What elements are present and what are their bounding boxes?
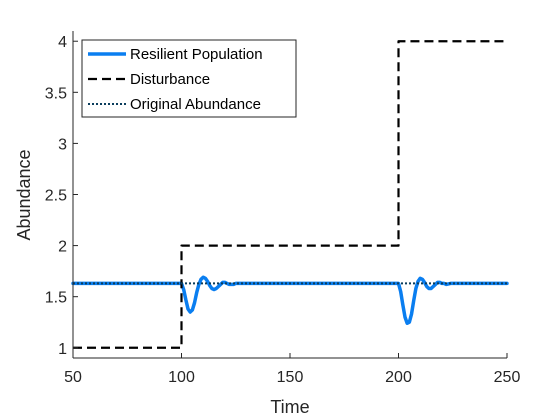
legend-label-disturbance: Disturbance — [130, 71, 210, 88]
series-line-resilient-population — [71, 275, 509, 326]
x-axis-label: Time — [270, 397, 309, 417]
y-tick-label: 3 — [58, 136, 67, 153]
y-tick-label: 1.5 — [45, 290, 67, 307]
series-line-disturbance — [73, 40, 507, 349]
series-layer — [71, 40, 509, 349]
x-tick-label: 200 — [385, 369, 412, 386]
y-tick-label: 2 — [58, 239, 67, 256]
y-tick-label: 4 — [58, 34, 67, 51]
y-tick-label: 3.5 — [45, 85, 67, 102]
y-tick-label: 1 — [58, 341, 67, 358]
y-axis-label: Abundance — [14, 149, 34, 240]
x-tick-label: 100 — [168, 369, 195, 386]
x-tick-label: 50 — [64, 369, 82, 386]
legend-label-resilient-population: Resilient Population — [130, 46, 263, 63]
y-tick-label: 2.5 — [45, 188, 67, 205]
x-tick-label: 150 — [277, 369, 304, 386]
x-tick-label: 250 — [494, 369, 521, 386]
legend: Resilient Population Disturbance Original … — [81, 39, 297, 118]
axes-layer: 50 100 150 200 250 1 1.5 2 2.5 3 3.5 4 — [45, 31, 521, 386]
legend-label-original-abundance: Original Abundance — [130, 96, 261, 113]
